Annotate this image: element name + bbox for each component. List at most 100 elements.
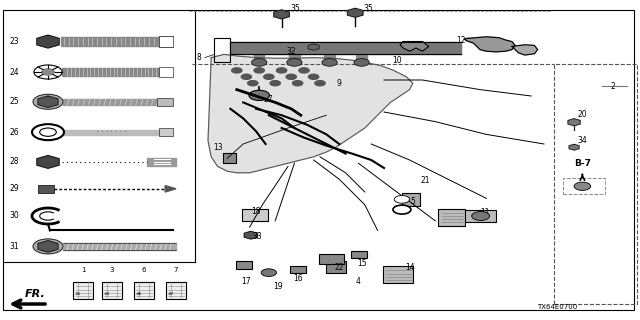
Circle shape	[394, 196, 410, 203]
Circle shape	[33, 239, 63, 254]
Text: B-7: B-7	[574, 159, 591, 168]
Text: · · · · · · ·: · · · · · · ·	[97, 129, 127, 135]
Polygon shape	[568, 119, 580, 126]
Polygon shape	[38, 96, 58, 108]
Text: TX64E0700: TX64E0700	[537, 304, 577, 310]
Circle shape	[42, 69, 54, 75]
Polygon shape	[512, 45, 538, 55]
Bar	[351, 251, 367, 258]
Circle shape	[33, 94, 63, 109]
Text: 15: 15	[356, 260, 367, 268]
Bar	[290, 266, 306, 273]
Circle shape	[254, 68, 264, 73]
Text: 29: 29	[9, 184, 19, 193]
Polygon shape	[348, 8, 363, 17]
Circle shape	[393, 205, 411, 214]
Circle shape	[308, 74, 319, 79]
Text: 5: 5	[410, 197, 415, 206]
Circle shape	[286, 74, 296, 79]
Bar	[159, 67, 173, 77]
Text: 23: 23	[9, 37, 19, 46]
Bar	[402, 193, 420, 206]
Bar	[38, 185, 54, 193]
Circle shape	[299, 68, 309, 73]
Polygon shape	[37, 156, 59, 168]
Text: 35: 35	[363, 4, 373, 13]
Circle shape	[472, 212, 490, 220]
Text: 22: 22	[335, 263, 344, 272]
Circle shape	[287, 59, 302, 66]
Text: FR.: FR.	[25, 289, 45, 299]
Circle shape	[241, 74, 252, 79]
Text: #6: #6	[136, 292, 142, 296]
Text: 19: 19	[273, 282, 284, 291]
Bar	[438, 209, 465, 226]
Text: 31: 31	[9, 242, 19, 251]
Text: 30: 30	[9, 212, 19, 220]
Polygon shape	[274, 10, 289, 19]
Text: 25: 25	[9, 97, 19, 106]
Text: 32: 32	[286, 47, 296, 56]
Bar	[102, 282, 122, 299]
Text: 13: 13	[212, 143, 223, 152]
Text: 34: 34	[577, 136, 588, 145]
Text: 17: 17	[241, 277, 252, 286]
Bar	[134, 282, 154, 299]
Circle shape	[232, 68, 242, 73]
Text: 8: 8	[196, 53, 201, 62]
Text: 2: 2	[611, 82, 616, 91]
Bar	[223, 153, 236, 163]
Polygon shape	[308, 44, 319, 50]
Bar	[554, 64, 637, 304]
Text: 18: 18	[252, 207, 260, 216]
Bar	[73, 282, 93, 299]
Text: 14: 14	[404, 263, 415, 272]
Text: 4: 4	[356, 277, 361, 286]
Text: 6: 6	[141, 268, 147, 273]
Circle shape	[40, 128, 56, 136]
Text: #3: #3	[104, 292, 110, 296]
Circle shape	[276, 68, 287, 73]
Bar	[159, 128, 173, 136]
Circle shape	[292, 81, 303, 86]
Circle shape	[248, 81, 258, 86]
Bar	[326, 261, 346, 273]
Bar	[465, 210, 496, 222]
Text: 7: 7	[173, 268, 179, 273]
Text: 16: 16	[292, 274, 303, 283]
Bar	[383, 266, 413, 283]
Text: #7: #7	[168, 292, 174, 296]
Circle shape	[264, 74, 274, 79]
Circle shape	[322, 59, 337, 66]
Text: 27: 27	[264, 95, 274, 104]
Circle shape	[261, 269, 276, 276]
Text: 9: 9	[337, 79, 342, 88]
Text: 33: 33	[253, 232, 262, 241]
Bar	[236, 261, 252, 269]
Bar	[242, 209, 268, 221]
Text: 35: 35	[291, 4, 301, 13]
Text: 3: 3	[109, 268, 115, 273]
Circle shape	[574, 182, 591, 190]
Circle shape	[354, 59, 369, 66]
Text: 12: 12	[456, 36, 465, 44]
Polygon shape	[165, 186, 176, 192]
Text: 24: 24	[9, 68, 19, 76]
Polygon shape	[569, 144, 579, 150]
Text: 28: 28	[10, 157, 19, 166]
Text: 1: 1	[81, 268, 86, 273]
Text: 10: 10	[392, 56, 402, 65]
Circle shape	[270, 81, 280, 86]
Polygon shape	[208, 54, 413, 173]
Text: #1: #1	[75, 292, 81, 296]
Polygon shape	[38, 241, 58, 252]
Polygon shape	[37, 35, 59, 48]
Polygon shape	[464, 37, 515, 52]
Bar	[159, 36, 173, 47]
Circle shape	[249, 90, 269, 100]
Bar	[563, 178, 605, 194]
Circle shape	[315, 81, 325, 86]
Bar	[166, 282, 186, 299]
Bar	[214, 38, 230, 62]
Bar	[319, 254, 344, 264]
